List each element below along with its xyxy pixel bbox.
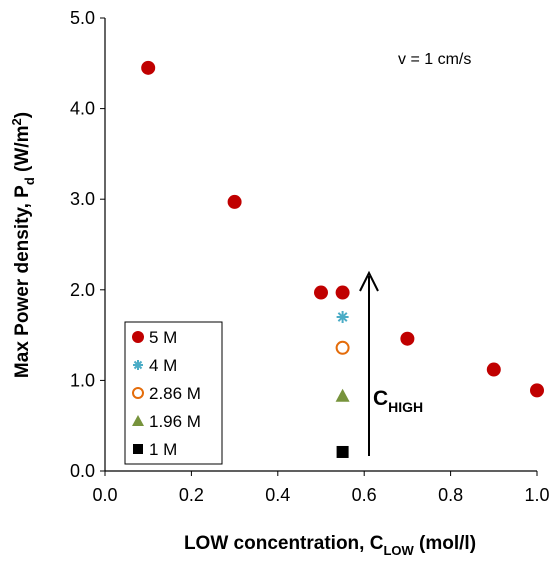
legend-label: 1 M — [149, 440, 177, 459]
legend-label: 1.96 M — [149, 412, 201, 431]
legend-marker — [133, 360, 143, 370]
y-title-sup: 2 — [9, 118, 24, 125]
marker — [227, 194, 242, 209]
marker — [335, 285, 350, 300]
marker — [335, 388, 350, 402]
y-axis-title: Max Power density, Pd (W/m2) — [9, 112, 37, 378]
x-tick-label: 1.0 — [524, 485, 549, 505]
legend-box — [124, 321, 223, 465]
x-tick-label: 0.8 — [438, 485, 463, 505]
y-tick-label: 5.0 — [70, 8, 95, 28]
y-tick-label: 2.0 — [70, 280, 95, 300]
x-tick-label: 0.0 — [92, 485, 117, 505]
marker — [335, 340, 350, 355]
legend-marker — [132, 415, 144, 426]
marker — [486, 362, 501, 377]
y-title-part: Max Power density, P — [12, 185, 33, 378]
legend-marker — [133, 444, 143, 454]
y-title-sub: d — [22, 177, 37, 185]
x-title-part: (mol/l) — [414, 533, 476, 554]
x-tick-label: 0.6 — [352, 485, 377, 505]
x-tick-label: 0.4 — [265, 485, 290, 505]
x-title-sub: LOW — [383, 543, 414, 558]
y-tick-label: 1.0 — [70, 370, 95, 390]
y-title-part: ) — [12, 112, 33, 118]
x-tick-label: 0.2 — [179, 485, 204, 505]
marker — [141, 60, 156, 75]
y-tick-label: 0.0 — [70, 461, 95, 481]
legend-marker — [132, 331, 144, 343]
x-axis-title: LOW concentration, CLOW (mol/l) — [184, 533, 476, 558]
legend-label: 4 M — [149, 356, 177, 375]
legend-label: 5 M — [149, 328, 177, 347]
arrow-label-main: C — [373, 387, 388, 410]
y-tick-label: 4.0 — [70, 99, 95, 119]
marker — [336, 445, 349, 458]
y-title-part: (W/m — [12, 126, 33, 178]
marker — [336, 310, 349, 323]
arrow-head — [359, 270, 379, 292]
annotation: v = 1 cm/s — [398, 51, 471, 68]
x-title-part: LOW concentration, C — [184, 533, 384, 554]
arrow-label-sub: HIGH — [388, 399, 423, 415]
marker — [530, 383, 544, 398]
legend-label: 2.86 M — [149, 384, 201, 403]
legend-marker — [132, 387, 144, 399]
marker — [400, 331, 415, 346]
marker — [314, 285, 328, 300]
y-tick-label: 3.0 — [70, 189, 95, 209]
arrow-label: CHIGH — [373, 387, 423, 415]
